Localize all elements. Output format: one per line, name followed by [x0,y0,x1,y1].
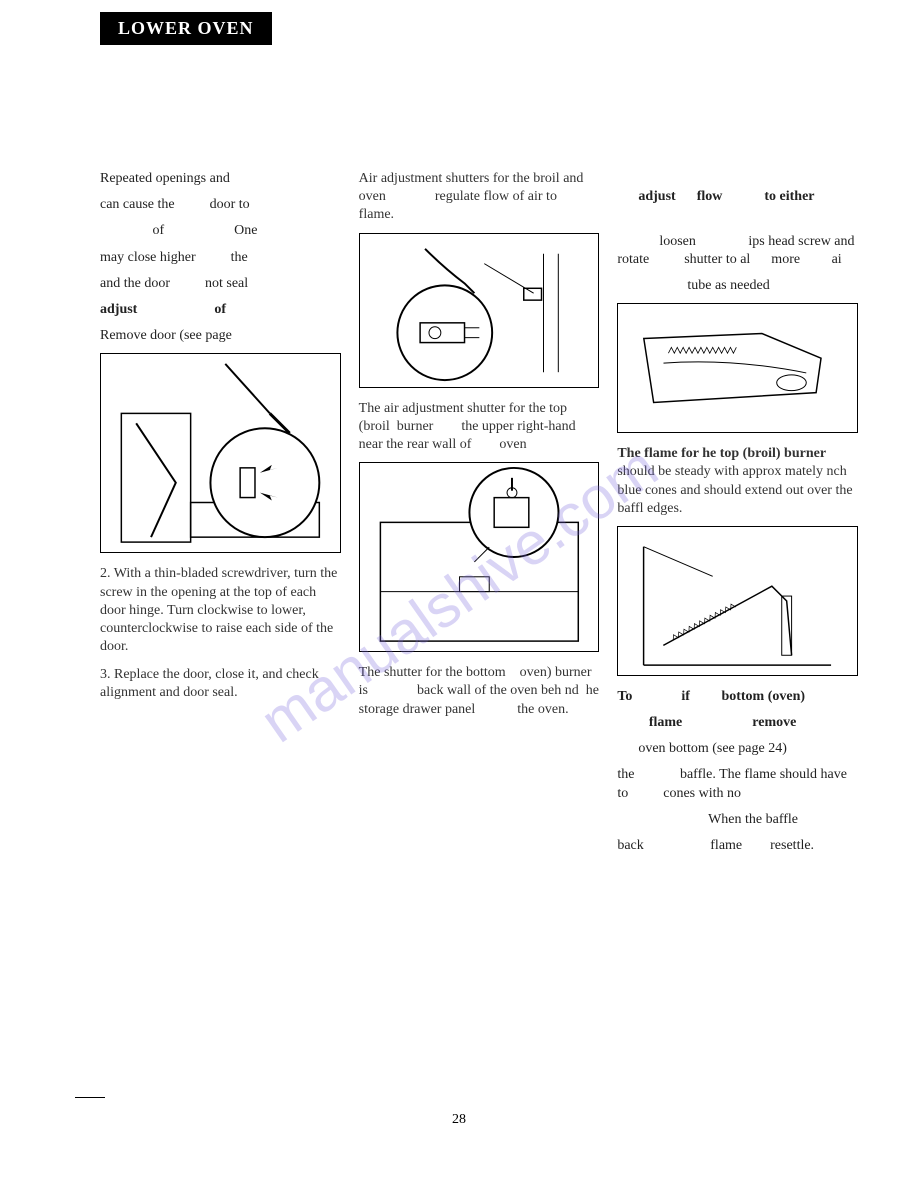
col1-text: Remove door (see page [100,327,341,345]
col2-text: The air adjustment shutter for the top (… [359,400,600,455]
column-3: adjust flow to either loosen ips head sc… [617,170,858,863]
col2-text: The shutter for the bottom oven) burner … [359,664,600,719]
col3-text: When the baffle [617,811,858,829]
col1-text: can cause the door to [100,196,341,214]
illustration-broil-shutter [359,233,600,388]
footer-rule [75,1097,105,1098]
col3-text: should be steady with approx mately nch … [617,464,852,515]
col1-text: Repeated openings and [100,170,341,188]
col3-heading: adjust flow to either [638,189,814,204]
illustration-door-hinge [100,353,341,553]
col1-text: and the door not seal [100,275,341,293]
col3-text: oven bottom (see page 24) [617,740,858,758]
col3-text: the baffle. The flame should have to con… [617,766,858,802]
col3-text: flame remove [617,714,858,732]
col3-text: To if bottom (oven) [617,688,858,706]
oven-shutter-svg [360,463,599,651]
col1-step3: 3. Replace the door, close it, and check… [100,666,341,702]
door-hinge-svg [101,354,340,552]
illustration-air-tube [617,303,858,433]
col1-text: may close higher the [100,249,341,267]
flame-baffle-svg [618,527,857,675]
col1-heading: of [214,302,226,317]
broil-shutter-svg [360,234,599,387]
column-1: Repeated openings and can cause the door… [100,170,341,863]
col1-heading: adjust [100,302,137,317]
col2-text: Air adjustment shutters for the broil an… [359,170,600,225]
column-2: Air adjustment shutters for the broil an… [359,170,600,863]
air-tube-svg [618,304,857,432]
col3-text: tube as needed [617,277,858,295]
col1-step2: 2. With a thin-bladed screwdriver, turn … [100,565,341,656]
illustration-oven-shutter [359,462,600,652]
col1-text: of One [100,222,341,240]
col3-flame-heading: The flame for he top (broil) burner [617,446,825,461]
col3-text: loosen ips head screw and rotate shutter… [617,233,858,269]
illustration-flame-baffle [617,526,858,676]
content-columns: Repeated openings and can cause the door… [100,170,858,863]
col3-text: back flame resettle. [617,837,858,855]
section-header: LOWER OVEN [100,12,272,45]
page-number: 28 [452,1112,466,1128]
